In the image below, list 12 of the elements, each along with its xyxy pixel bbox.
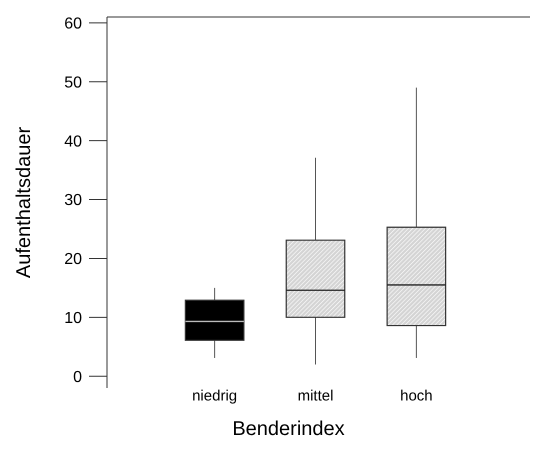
y-tick-label: 60 xyxy=(64,15,82,32)
y-tick-label: 50 xyxy=(64,74,82,92)
x-tick-label: mittel xyxy=(298,388,334,404)
y-tick-label: 40 xyxy=(64,133,82,150)
y-tick-label: 30 xyxy=(64,192,82,210)
y-tick-label: 0 xyxy=(73,368,82,386)
y-axis-title: Aufenthaltsdauer xyxy=(13,126,35,278)
y-tick-label: 10 xyxy=(64,310,82,327)
y-tick-label: 20 xyxy=(64,251,82,268)
x-tick-label: hoch xyxy=(400,388,433,404)
x-axis-title: Benderindex xyxy=(232,418,345,440)
x-tick-label: niedrig xyxy=(192,388,238,404)
